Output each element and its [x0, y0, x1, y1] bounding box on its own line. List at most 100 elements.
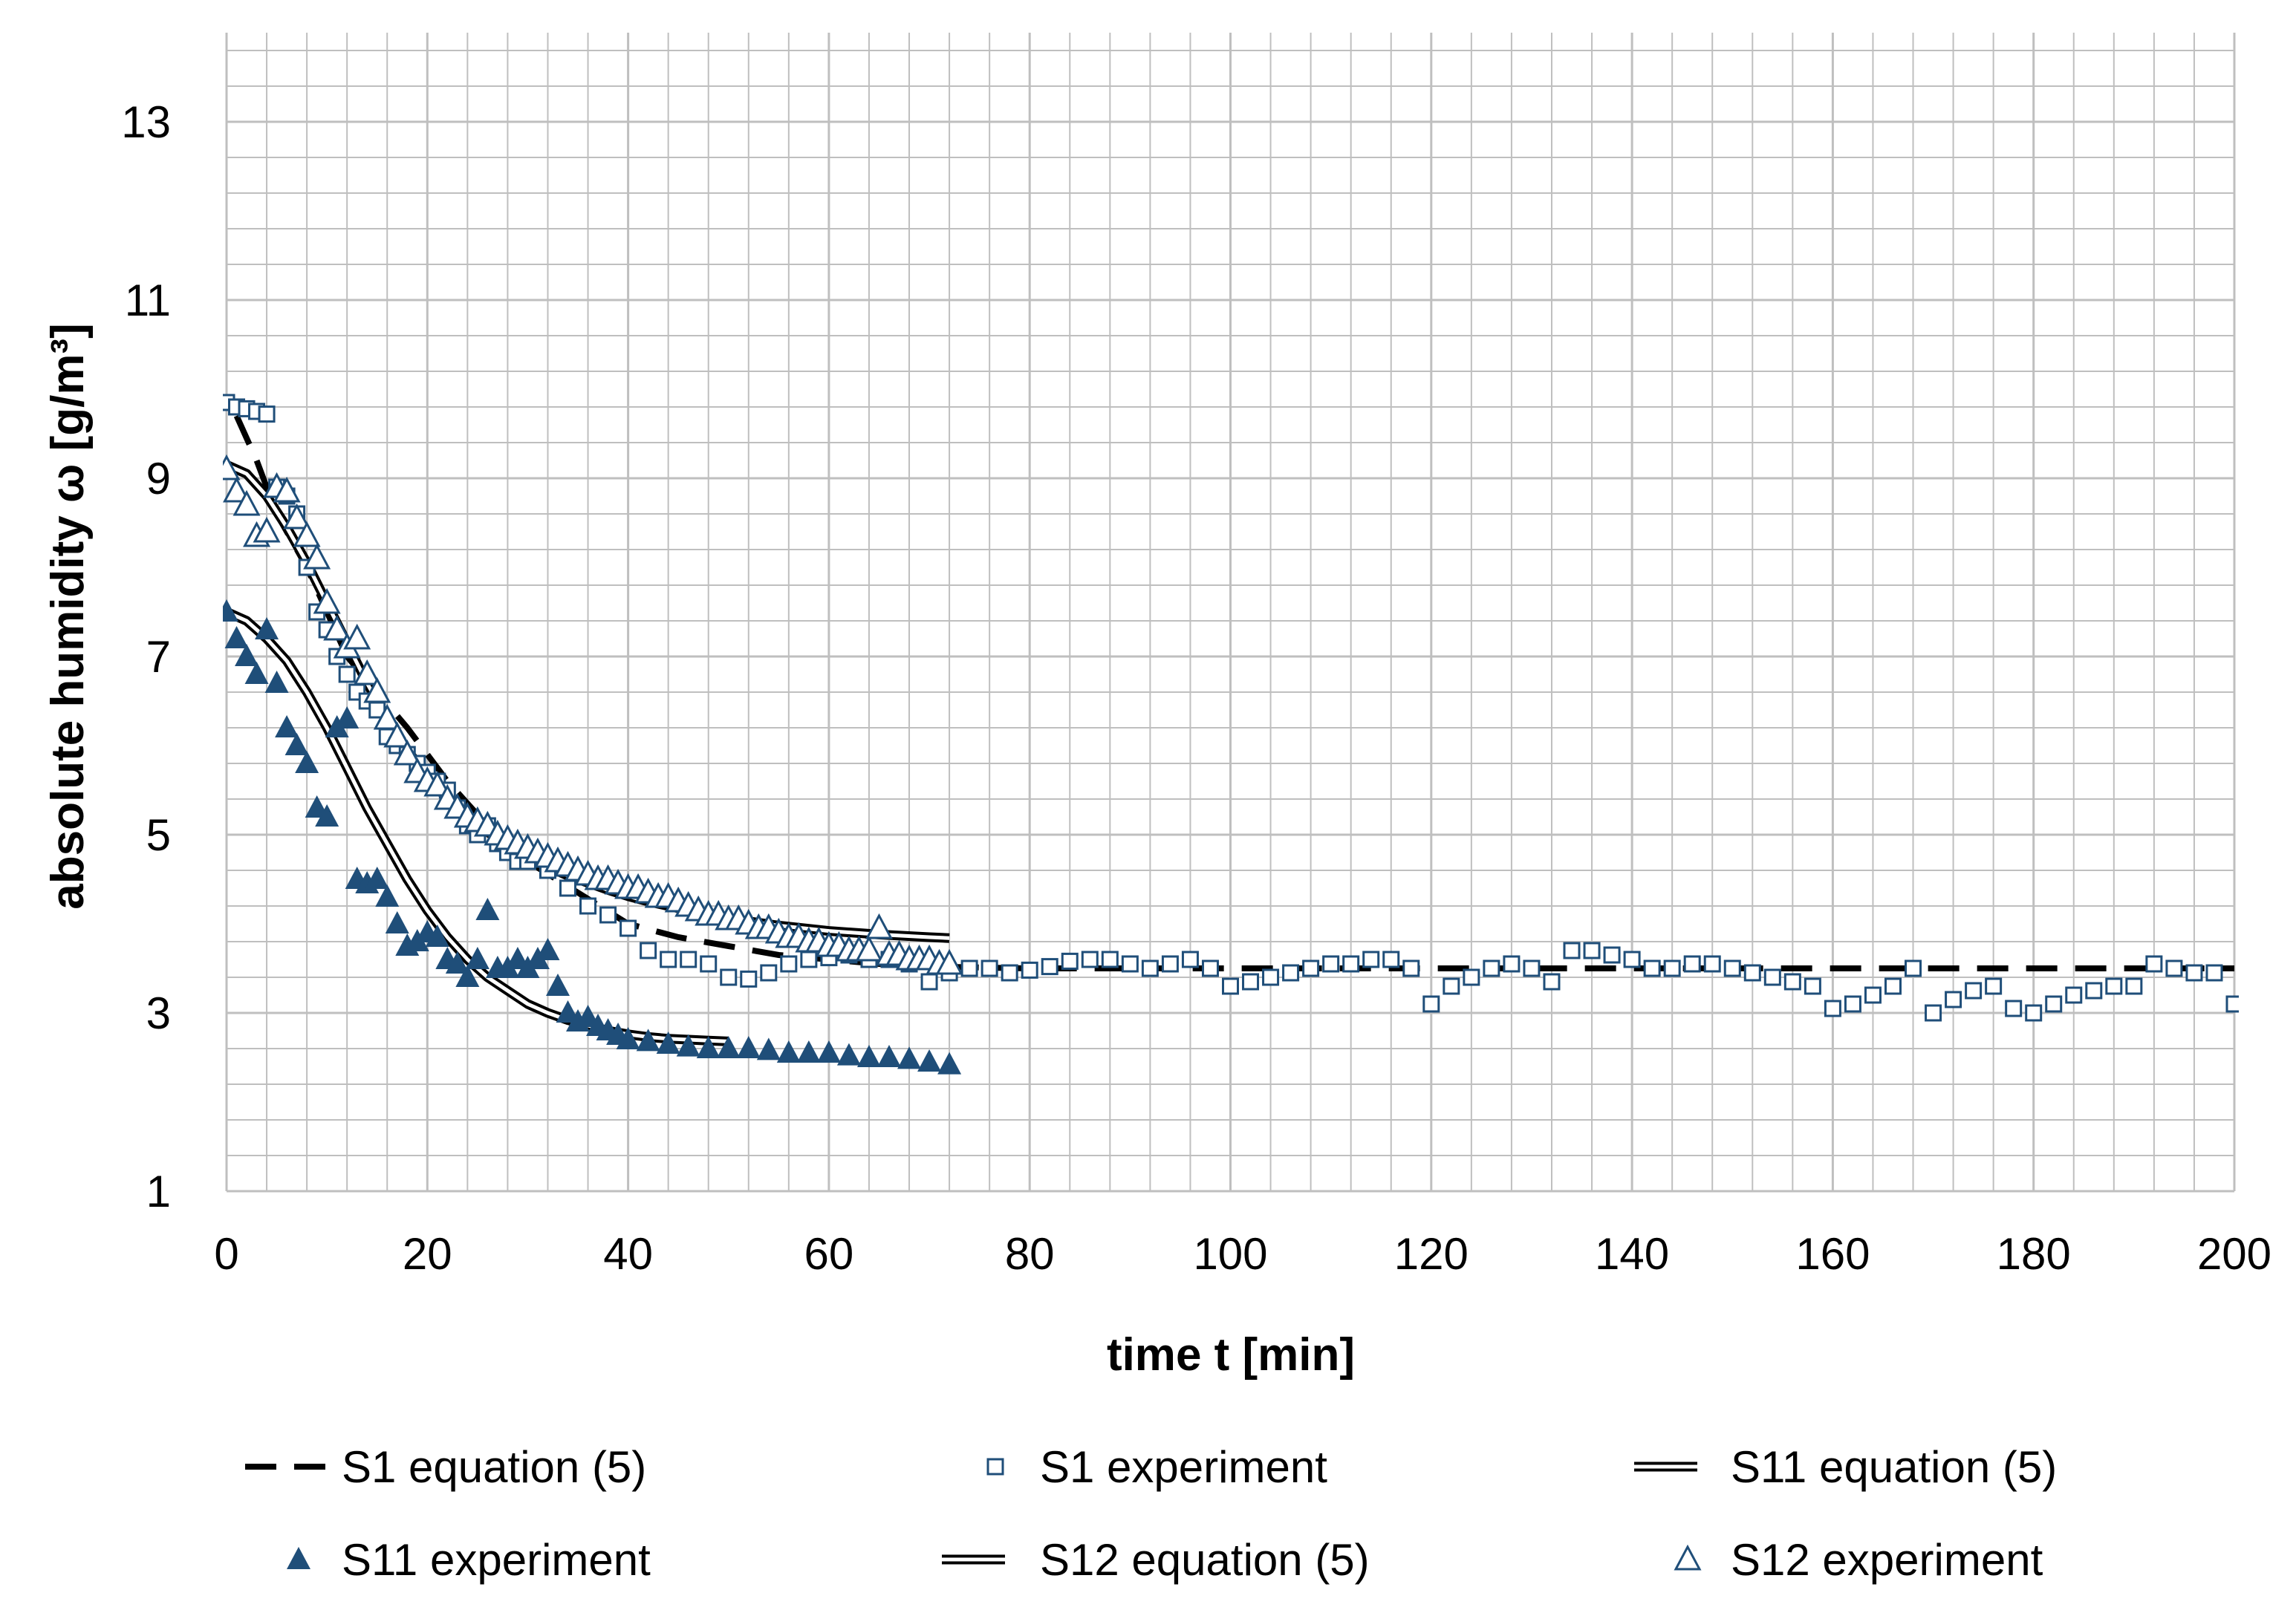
experiment-markers [223, 394, 2239, 1075]
s12-experiment-point [293, 521, 321, 547]
s1-experiment-point [1121, 955, 1139, 973]
legend-label: S12 experiment [1731, 1535, 2043, 1585]
s12-experiment-point [423, 770, 452, 797]
s12-experiment-point [313, 587, 341, 614]
legend-label: S1 equation (5) [342, 1442, 646, 1492]
y-tick-label: 5 [146, 810, 171, 860]
x-tick-label: 160 [1795, 1229, 1870, 1279]
legend-symbol [986, 1458, 1004, 1476]
s1-experiment-point [1422, 995, 1440, 1013]
s1-experiment-point [2185, 964, 2203, 982]
legend-label: S12 equation (5) [1040, 1535, 1370, 1585]
s11-experiment-point [475, 898, 500, 920]
s11-experiment-point [315, 804, 339, 827]
legend-item-s12-experiment: S12 experiment [1674, 1535, 2043, 1585]
s1-experiment-point [1583, 942, 1601, 959]
s1-experiment-point [1081, 951, 1099, 968]
legend-symbol [1674, 1544, 1702, 1571]
s1-experiment-point [1703, 955, 1721, 973]
s11-experiment-point [223, 599, 238, 622]
x-tick-label: 120 [1394, 1229, 1469, 1279]
s11-experiment-point [235, 644, 259, 666]
legend-item-s1-experiment: S1 experiment [986, 1442, 1327, 1492]
s12-experiment-point [253, 516, 281, 543]
s11-experiment-points [223, 599, 962, 1075]
s11-experiment-point [455, 965, 480, 987]
s1-experiment-point [1262, 968, 1280, 986]
legend-marker [986, 1458, 1004, 1476]
s1-experiment-point [740, 970, 758, 988]
s1-experiment-point [760, 964, 778, 982]
x-tick-label: 40 [603, 1229, 653, 1279]
s1-experiment-point [2005, 1000, 2023, 1017]
s1-experiment-point [1945, 991, 1962, 1008]
s11-experiment-point [616, 1027, 640, 1049]
s11-experiment-point [776, 1040, 801, 1063]
s1-experiment-point [640, 942, 657, 959]
s12-experiment-point [343, 623, 371, 650]
s1-experiment-point [1382, 951, 1400, 968]
s11-experiment-point [385, 911, 409, 933]
s11-experiment-point [816, 1040, 841, 1063]
s1-experiment-point [1743, 964, 1761, 982]
s1-experiment-point [1905, 959, 1922, 977]
legend-item-s11-experiment: S11 experiment [287, 1535, 651, 1585]
s1-experiment-point [1041, 958, 1058, 976]
s1-experiment-point [579, 897, 597, 915]
legend-symbol [287, 1547, 310, 1569]
s11-experiment-point [676, 1034, 700, 1057]
s1-experiment-point [1804, 977, 1821, 995]
s12-experiment-point [223, 476, 251, 503]
s11-experiment-point [636, 1029, 660, 1052]
s1-experiment-point [700, 955, 718, 973]
x-tick-label: 200 [2197, 1229, 2271, 1279]
s1-experiment-point [1362, 951, 1380, 968]
s1-experiment-point [1623, 951, 1641, 968]
s1-experiment-point [2065, 986, 2083, 1004]
s1-experiment-point [1763, 968, 1781, 986]
s12-experiment-point [283, 503, 311, 529]
s12-experiment-point [303, 543, 331, 570]
s11-experiment-point [877, 1045, 901, 1067]
s1-experiment-point [780, 955, 798, 973]
legend-label: S1 experiment [1040, 1442, 1327, 1492]
s12-experiment-points [223, 454, 963, 975]
s12-experiment-point [273, 476, 301, 503]
s1-experiment-point [338, 665, 356, 683]
s12-experiment-point [223, 454, 241, 480]
s1-experiment-point [258, 405, 276, 423]
y-tick-label: 13 [121, 97, 171, 147]
s11-experiment-point [917, 1049, 942, 1072]
s1-experiment-point [1925, 1004, 1942, 1022]
y-tick-label: 11 [125, 276, 171, 325]
s1-experiment-point [1663, 959, 1681, 977]
s1-experiment-point [1603, 946, 1621, 964]
x-tick-label: 100 [1193, 1229, 1267, 1279]
s11-experiment-point [255, 617, 279, 639]
s11-experiment-point [716, 1036, 741, 1058]
s11-experiment-point [295, 751, 319, 773]
s11-experiment-point [536, 938, 560, 960]
s1-experiment-point [1141, 959, 1159, 977]
s1-experiment-point [1985, 977, 2003, 995]
s11-experiment-point [756, 1037, 781, 1060]
s11-experiment-point [696, 1036, 721, 1058]
y-tick-label: 7 [146, 632, 171, 682]
s1-experiment-point [2045, 995, 2063, 1013]
x-tick-label: 80 [1005, 1229, 1055, 1279]
s1-experiment-point [599, 906, 617, 924]
s1-experiment-point [1844, 995, 1861, 1013]
s1-experiment-point [2225, 995, 2239, 1013]
s1-experiment-point [1101, 951, 1119, 968]
s1-experiment-point [1001, 964, 1018, 982]
s1-experiment-point [1201, 959, 1219, 977]
s1-experiment-point [2165, 959, 2183, 977]
y-tick-label: 3 [146, 988, 171, 1038]
s11-experiment-point [836, 1043, 861, 1066]
s11-experiment-point [796, 1040, 821, 1063]
s12-experiment-point [935, 948, 963, 975]
s11-experiment-point [736, 1036, 761, 1058]
s1-experiment-point [2085, 982, 2103, 1000]
s11-experiment-point [335, 706, 360, 729]
s1-experiment-point [720, 968, 738, 986]
